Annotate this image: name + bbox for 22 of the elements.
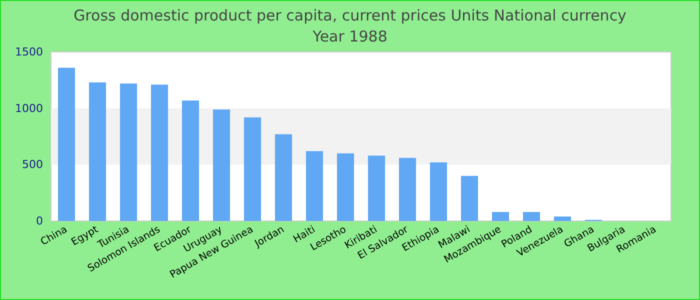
bar xyxy=(274,134,292,221)
bar xyxy=(430,162,448,221)
y-tick-label: 1500 xyxy=(15,46,43,58)
bar xyxy=(212,109,230,221)
bar xyxy=(306,151,324,221)
chart-subtitle: Year 1988 xyxy=(312,28,388,46)
bar xyxy=(336,153,354,221)
bar xyxy=(522,212,540,221)
bar xyxy=(244,117,262,221)
bar xyxy=(398,158,416,221)
bar xyxy=(150,84,168,221)
y-tick-label: 500 xyxy=(22,158,43,172)
bar xyxy=(182,100,200,221)
bar xyxy=(368,156,386,221)
bar xyxy=(120,84,138,221)
bar xyxy=(492,212,510,221)
bar xyxy=(554,216,572,221)
bar xyxy=(58,68,76,221)
y-tick-label: 1000 xyxy=(15,102,43,115)
bar xyxy=(88,82,106,221)
bar xyxy=(460,176,478,221)
chart-title: Gross domestic product per capita, current prices Units National currency xyxy=(74,6,627,24)
